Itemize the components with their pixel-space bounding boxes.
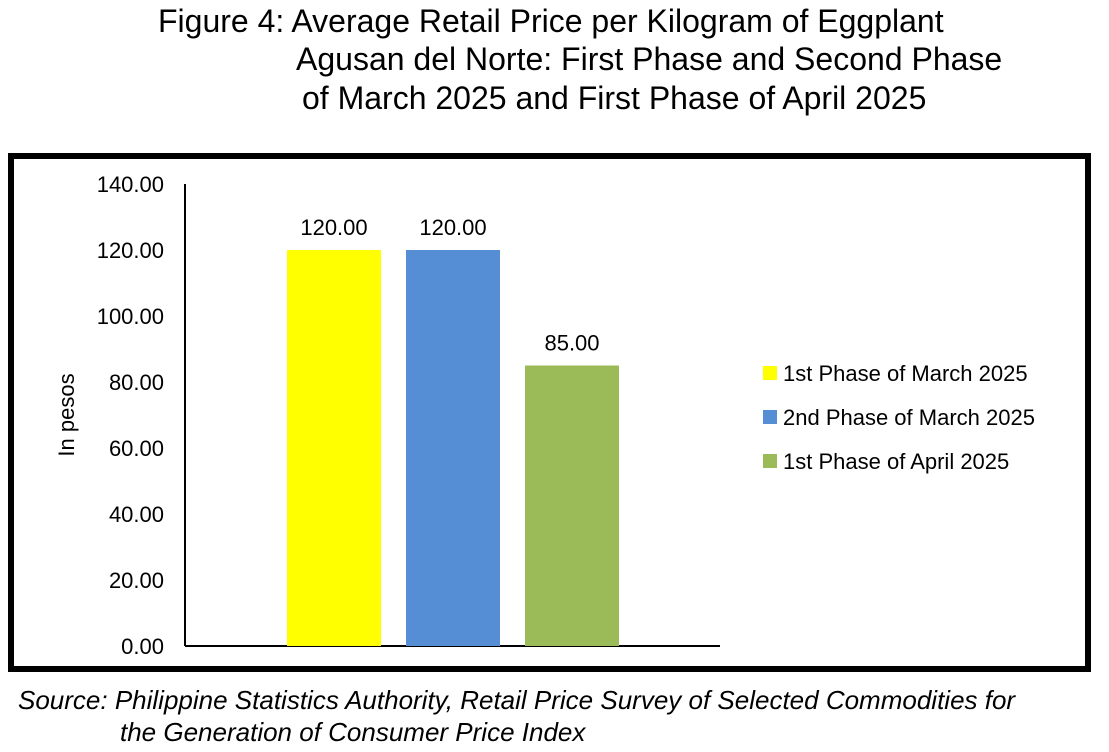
y-tick-label-6: 120.00 [97, 238, 164, 263]
chart-title-line-1: Figure 4: Average Retail Price per Kilog… [158, 3, 944, 39]
chart-title-line-2: Agusan del Norte: First Phase and Second… [296, 41, 1003, 77]
data-label-2: 120.00 [419, 215, 486, 240]
legend-swatch-3 [763, 454, 777, 468]
legend-label-3: 1st Phase of April 2025 [783, 449, 1009, 474]
y-tick-label-3: 60.00 [109, 436, 164, 461]
legend-swatch-1 [763, 366, 777, 380]
chart-title-line-3: of March 2025 and First Phase of April 2… [302, 80, 927, 116]
data-label-3: 85.00 [544, 331, 599, 356]
source-note-line-1: Source: Philippine Statistics Authority,… [18, 685, 1016, 715]
y-tick-label-1: 20.00 [109, 568, 164, 593]
bar-3 [525, 365, 619, 646]
data-label-1: 120.00 [300, 215, 367, 240]
bar-2 [406, 250, 500, 646]
bar-1 [287, 250, 381, 646]
legend-label-1: 1st Phase of March 2025 [783, 361, 1028, 386]
source-note-line-2: the Generation of Consumer Price Index [120, 717, 586, 747]
chart-frame [8, 153, 1091, 672]
y-tick-label-5: 100.00 [97, 304, 164, 329]
y-tick-label-7: 140.00 [97, 172, 164, 197]
legend-swatch-2 [763, 410, 777, 424]
y-tick-label-2: 40.00 [109, 502, 164, 527]
y-axis-title: In pesos [54, 373, 79, 456]
y-tick-label-0: 0.00 [121, 634, 164, 659]
legend-label-2: 2nd Phase of March 2025 [783, 405, 1035, 430]
y-tick-label-4: 80.00 [109, 370, 164, 395]
